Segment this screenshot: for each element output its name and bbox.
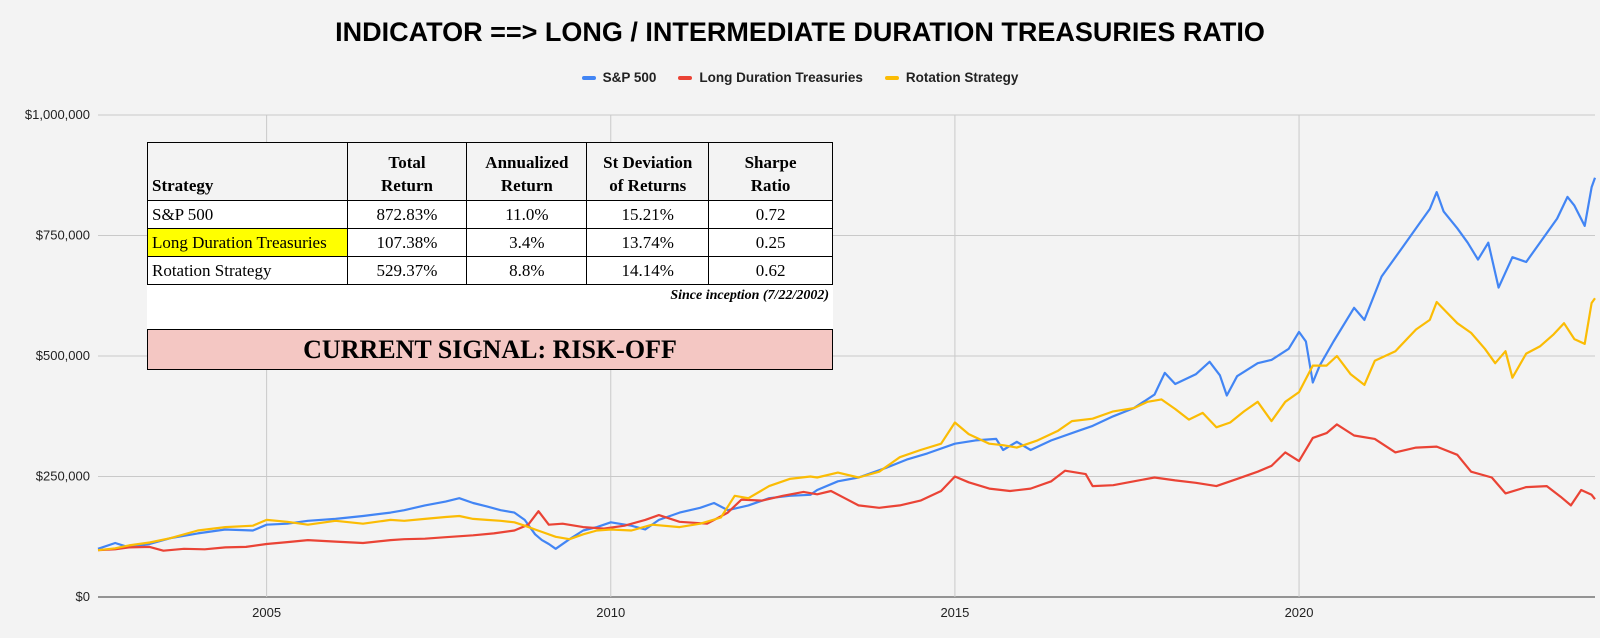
legend-swatch-long-duration-treasuries [678, 75, 693, 80]
header-sharpe-ratio: Sharpe Ratio [708, 142, 833, 201]
header-strategy: Strategy [147, 142, 348, 201]
row-sharpe-ratio: 0.72 [708, 200, 833, 229]
header-st-deviation: St Deviation of Returns [586, 142, 710, 201]
row-total-return: 529.37% [346, 256, 468, 285]
chart-legend: S&P 500 Long Duration Treasuries Rotatio… [0, 70, 1600, 85]
table-row: Rotation Strategy 529.37% 8.8% 14.14% 0.… [147, 256, 833, 285]
y-tick-label: $750,000 [36, 228, 90, 243]
y-tick-label: $250,000 [36, 469, 90, 484]
stats-panel: Strategy Total Return Annualized Return St… [147, 142, 833, 370]
chart-series [97, 177, 1597, 552]
x-tick-label: 2005 [252, 605, 281, 620]
legend-swatch-rotation-strategy [884, 75, 899, 80]
stats-table: Strategy Total Return Annualized Return St… [147, 142, 833, 285]
legend-label-sp500: S&P 500 [602, 70, 657, 85]
x-tick-label: 2015 [940, 605, 969, 620]
row-sharpe-ratio: 0.25 [708, 228, 833, 257]
legend-item-long-duration-treasuries[interactable]: Long Duration Treasuries [678, 70, 863, 85]
series-line-long-duration-treasuries [97, 423, 1596, 552]
table-row: Long Duration Treasuries 107.38% 3.4% 13… [147, 228, 833, 257]
x-tick-label: 2010 [596, 605, 625, 620]
legend-item-sp500[interactable]: S&P 500 [581, 70, 657, 85]
since-inception-note: Since inception (7/22/2002) [670, 288, 829, 303]
row-sharpe-ratio: 0.62 [708, 256, 833, 285]
row-strategy-highlighted: Long Duration Treasuries [147, 228, 348, 257]
row-annualized-return: 3.4% [466, 228, 588, 257]
header-total-return: Total Return [346, 142, 468, 201]
series-line-rotation-strategy [97, 297, 1596, 552]
y-tick-label: $1,000,000 [25, 107, 90, 122]
row-st-deviation: 14.14% [586, 256, 710, 285]
table-row: S&P 500 872.83% 11.0% 15.21% 0.72 [147, 200, 833, 229]
row-strategy: Rotation Strategy [147, 256, 348, 285]
legend-item-rotation-strategy[interactable]: Rotation Strategy [884, 70, 1019, 85]
y-tick-label: $500,000 [36, 348, 90, 363]
y-tick-label: $0 [76, 589, 90, 604]
legend-swatch-sp500 [581, 75, 596, 80]
current-signal-banner: CURRENT SIGNAL: RISK-OFF [147, 329, 833, 370]
row-strategy: S&P 500 [147, 200, 348, 229]
chart-axes: $0 $250,000 $500,000 $750,000 $1,000,000 2005… [25, 107, 1314, 620]
legend-label-rotation-strategy: Rotation Strategy [905, 70, 1019, 85]
header-annualized-return: Annualized Return [466, 142, 588, 201]
row-annualized-return: 11.0% [466, 200, 588, 229]
legend-label-long-duration-treasuries: Long Duration Treasuries [699, 70, 863, 85]
row-st-deviation: 13.74% [586, 228, 710, 257]
row-annualized-return: 8.8% [466, 256, 588, 285]
x-tick-label: 2020 [1285, 605, 1314, 620]
row-st-deviation: 15.21% [586, 200, 710, 229]
series-line-s-p-500 [97, 177, 1597, 550]
row-total-return: 107.38% [346, 228, 468, 257]
row-total-return: 872.83% [346, 200, 468, 229]
chart-title: INDICATOR ==> LONG / INTERMEDIATE DURATI… [335, 17, 1265, 47]
stats-header-row: Strategy Total Return Annualized Return St… [147, 142, 833, 201]
